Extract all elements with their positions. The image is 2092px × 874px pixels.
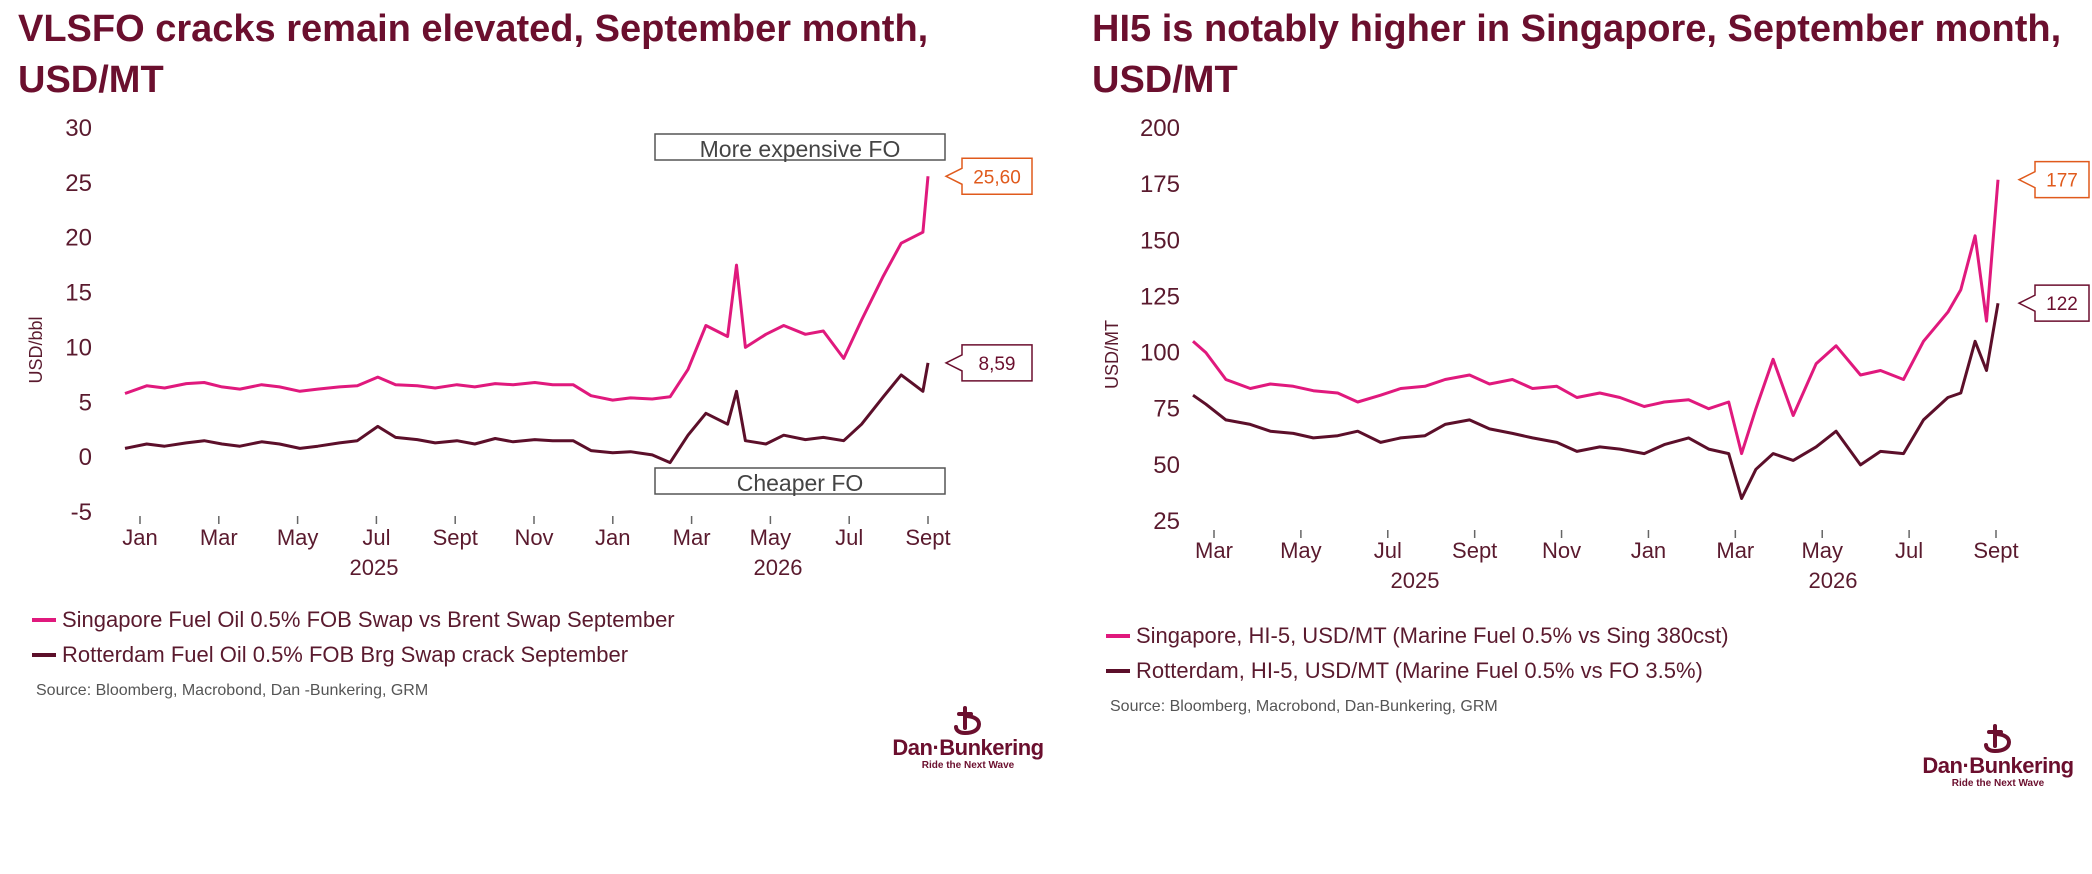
y-axis-title: USD/MT <box>1102 320 1122 389</box>
x-year-label: 2025 <box>1391 568 1440 593</box>
y-axis-title: USD/bbl <box>26 316 46 383</box>
last-value-callout <box>2017 160 2090 199</box>
left-legend: Singapore Fuel Oil 0.5% FOB Swap vs Bren… <box>32 602 675 672</box>
x-tick-label: Mar <box>1716 538 1754 563</box>
x-tick-label: Jul <box>362 525 390 550</box>
x-tick-label: Jul <box>1374 538 1402 563</box>
y-tick-label: -5 <box>71 499 92 526</box>
y-tick-label: 175 <box>1140 171 1180 198</box>
legend-item-singapore-hi5: Singapore, HI-5, USD/MT (Marine Fuel 0.5… <box>1106 618 1729 653</box>
x-tick-label: Sept <box>1452 538 1497 563</box>
x-tick-label: Sept <box>1973 538 2018 563</box>
right-chart-title: HI5 is notably higher in Singapore, Sept… <box>1092 8 2062 101</box>
annotation-label: Cheaper FO <box>737 470 864 496</box>
y-tick-label: 50 <box>1153 452 1180 479</box>
series-line-singapore <box>1192 179 2000 456</box>
last-value-callout <box>944 344 1033 382</box>
x-tick-label: Mar <box>673 525 711 550</box>
x-tick-label: May <box>277 525 319 550</box>
series-line-singapore <box>124 176 930 402</box>
x-year-label: 2025 <box>350 555 399 580</box>
right-legend: Singapore, HI-5, USD/MT (Marine Fuel 0.5… <box>1106 618 1729 688</box>
left-chart-panel: VLSFO cracks remain elevated, September … <box>18 8 1058 772</box>
logo-mark-icon <box>1984 724 2012 754</box>
y-tick-label: 100 <box>1140 340 1180 367</box>
x-year-label: 2026 <box>754 555 803 580</box>
last-value-label: 122 <box>2046 294 2078 315</box>
x-tick-label: Sept <box>905 525 950 550</box>
y-tick-label: 200 <box>1140 115 1180 142</box>
x-tick-label: Mar <box>200 525 238 550</box>
y-tick-label: 150 <box>1140 227 1180 254</box>
last-value-label: 25,60 <box>973 167 1021 188</box>
annotation-label: More expensive FO <box>700 136 901 162</box>
logo-name: Dan·Bunkering <box>1922 753 2074 778</box>
x-tick-label: Jan <box>122 525 157 550</box>
logo-tagline: Ride the Next Wave <box>921 760 1015 771</box>
x-tick-label: Jan <box>1631 538 1666 563</box>
legend-swatch-rotterdam <box>32 652 56 657</box>
y-tick-label: 20 <box>65 225 92 252</box>
x-tick-label: May <box>1280 538 1322 563</box>
y-tick-label: 25 <box>65 170 92 197</box>
left-chart: 30 25 20 15 10 5 0 -5 USD/bbl Jan Mar May Jul Sept Nov… <box>26 115 1033 580</box>
legend-label-singapore: Singapore Fuel Oil 0.5% FOB Swap vs Bren… <box>62 606 675 632</box>
legend-item-rotterdam: Rotterdam Fuel Oil 0.5% FOB Brg Swap cra… <box>32 637 675 672</box>
logo-mark-icon <box>954 706 982 736</box>
x-tick-label: Nov <box>514 525 553 550</box>
right-logo: Dan·Bunkering Ride the Next Wave <box>1908 724 2088 790</box>
legend-label-singapore-hi5: Singapore, HI-5, USD/MT (Marine Fuel 0.5… <box>1136 622 1729 648</box>
last-value-label: 8,59 <box>979 354 1016 375</box>
y-tick-label: 15 <box>65 280 92 307</box>
x-tick-label: May <box>750 525 792 550</box>
legend-swatch-rotterdam-hi5 <box>1106 668 1130 673</box>
x-tick-label: Jan <box>595 525 630 550</box>
legend-swatch-singapore-hi5 <box>1106 633 1130 638</box>
y-tick-label: 125 <box>1140 283 1180 310</box>
right-source-note: Source: Bloomberg, Macrobond, Dan-Bunker… <box>1110 698 1498 715</box>
last-value-label: 177 <box>2046 171 2078 192</box>
annotation-box <box>654 133 946 161</box>
annotation-box <box>654 467 946 495</box>
legend-item-rotterdam-hi5: Rotterdam, HI-5, USD/MT (Marine Fuel 0.5… <box>1106 653 1729 688</box>
legend-label-rotterdam: Rotterdam Fuel Oil 0.5% FOB Brg Swap cra… <box>62 641 629 667</box>
left-logo: Dan·Bunkering Ride the Next Wave <box>878 706 1058 772</box>
right-chart: 200 175 150 125 100 75 50 25 USD/MT Mar May Jul Sept… <box>1102 115 2090 593</box>
legend-swatch-singapore <box>32 617 56 622</box>
x-year-label: 2026 <box>1809 568 1858 593</box>
left-source-note: Source: Bloomberg, Macrobond, Dan -Bunke… <box>36 682 429 699</box>
y-tick-label: 0 <box>79 444 92 471</box>
y-tick-label: 25 <box>1153 508 1180 535</box>
right-chart-panel: HI5 is notably higher in Singapore, Sept… <box>1060 0 2092 874</box>
last-value-callout <box>944 157 1033 196</box>
y-tick-label: 10 <box>65 334 92 361</box>
last-value-callout <box>2017 284 2090 322</box>
logo-tagline: Ride the Next Wave <box>1951 778 2045 789</box>
x-tick-label: Sept <box>433 525 478 550</box>
legend-label-rotterdam-hi5: Rotterdam, HI-5, USD/MT (Marine Fuel 0.5… <box>1136 657 1703 683</box>
y-tick-label: 75 <box>1153 396 1180 423</box>
y-tick-label: 30 <box>65 115 92 142</box>
x-tick-label: May <box>1801 538 1843 563</box>
series-line-rotterdam <box>124 362 930 465</box>
x-tick-label: Mar <box>1195 538 1233 563</box>
y-tick-label: 5 <box>79 389 92 416</box>
x-tick-label: Jul <box>1895 538 1923 563</box>
logo-name: Dan·Bunkering <box>892 735 1044 760</box>
legend-item-singapore: Singapore Fuel Oil 0.5% FOB Swap vs Bren… <box>32 602 675 637</box>
series-line-rotterdam <box>1192 302 2000 500</box>
x-tick-label: Jul <box>835 525 863 550</box>
x-tick-label: Nov <box>1542 538 1581 563</box>
left-chart-title: VLSFO cracks remain elevated, September … <box>18 8 929 101</box>
